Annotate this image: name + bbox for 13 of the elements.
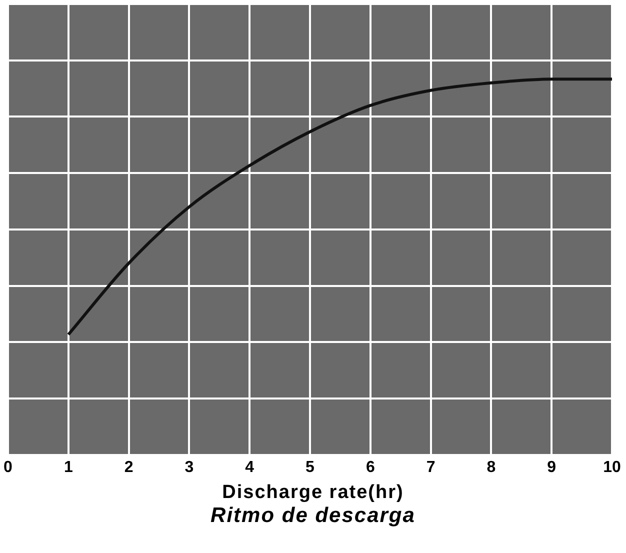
x-tick-label: 9 [547, 458, 556, 476]
x-axis-title: Discharge rate(hr) [221, 482, 405, 504]
x-tick-label: 7 [426, 458, 436, 476]
x-tick-label: 10 [603, 458, 621, 476]
x-tick-label: 6 [366, 458, 375, 476]
x-tick-label: 5 [306, 458, 315, 476]
x-tick-label: 4 [245, 458, 254, 476]
x-tick-label: 8 [486, 458, 496, 476]
x-tick-label: 0 [4, 458, 13, 476]
x-tick-label: 2 [124, 458, 134, 476]
x-tick-label: 3 [184, 458, 194, 476]
x-tick-label: 1 [64, 458, 73, 476]
text: Ritmo de descarga [210, 504, 416, 528]
